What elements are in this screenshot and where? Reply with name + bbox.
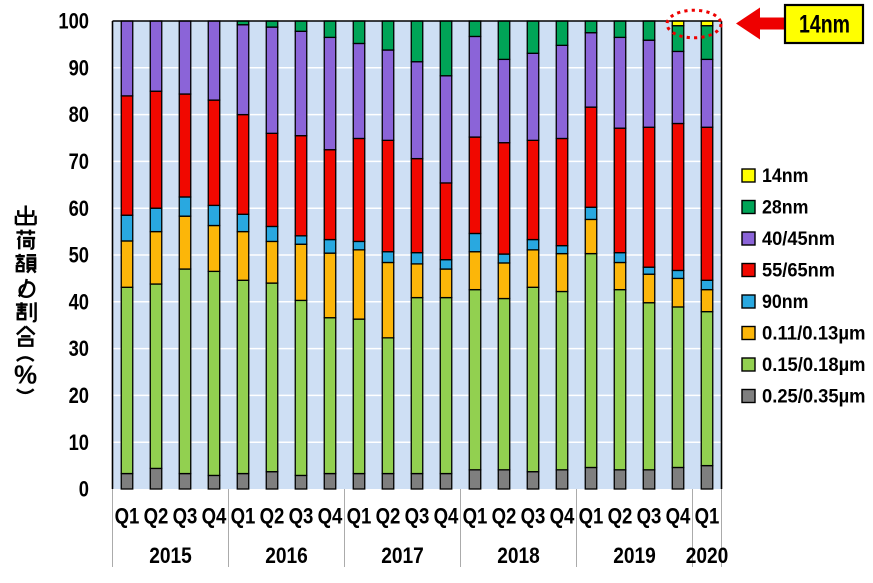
svg-text:2018: 2018 xyxy=(497,543,540,568)
svg-text:80: 80 xyxy=(69,102,89,127)
svg-text:28nm: 28nm xyxy=(762,197,809,219)
svg-text:Q2: Q2 xyxy=(608,504,633,529)
svg-text:2020: 2020 xyxy=(686,543,729,568)
svg-text:0.25/0.35µm: 0.25/0.35µm xyxy=(762,386,866,408)
svg-text:2017: 2017 xyxy=(381,543,424,568)
svg-text:90: 90 xyxy=(69,55,89,80)
svg-text:Q1: Q1 xyxy=(579,504,604,529)
svg-text:Q1: Q1 xyxy=(695,504,720,529)
svg-text:Q2: Q2 xyxy=(492,504,517,529)
svg-text:Q2: Q2 xyxy=(144,504,169,529)
svg-text:Q1: Q1 xyxy=(115,504,140,529)
svg-text:2019: 2019 xyxy=(613,543,656,568)
svg-text:Q4: Q4 xyxy=(550,504,575,529)
svg-text:2016: 2016 xyxy=(265,543,308,568)
svg-text:Q2: Q2 xyxy=(260,504,285,529)
svg-text:70: 70 xyxy=(69,149,89,174)
svg-text:Q2: Q2 xyxy=(376,504,401,529)
svg-text:0.15/0.18µm: 0.15/0.18µm xyxy=(762,354,866,376)
svg-text:90nm: 90nm xyxy=(762,291,809,313)
svg-text:60: 60 xyxy=(69,196,89,221)
svg-text:Q3: Q3 xyxy=(173,504,198,529)
svg-text:20: 20 xyxy=(69,383,89,408)
svg-text:0: 0 xyxy=(79,477,89,502)
svg-text:Q3: Q3 xyxy=(637,504,662,529)
svg-text:14nm: 14nm xyxy=(762,165,809,187)
svg-text:50: 50 xyxy=(69,243,89,268)
svg-text:Q4: Q4 xyxy=(318,504,343,529)
svg-text:0.11/0.13µm: 0.11/0.13µm xyxy=(762,323,866,345)
svg-text:Q4: Q4 xyxy=(202,504,227,529)
svg-text:Q4: Q4 xyxy=(666,504,691,529)
svg-text:Q1: Q1 xyxy=(463,504,488,529)
svg-text:Q3: Q3 xyxy=(521,504,546,529)
svg-text:100: 100 xyxy=(58,9,89,34)
svg-text:14nm: 14nm xyxy=(799,10,850,38)
svg-text:40/45nm: 40/45nm xyxy=(762,228,835,250)
svg-text:Q1: Q1 xyxy=(231,504,256,529)
svg-text:Q1: Q1 xyxy=(347,504,372,529)
svg-text:55/65nm: 55/65nm xyxy=(762,260,835,282)
svg-text:Q4: Q4 xyxy=(434,504,459,529)
svg-text:30: 30 xyxy=(69,336,89,361)
svg-text:2015: 2015 xyxy=(149,543,192,568)
svg-text:Q3: Q3 xyxy=(405,504,430,529)
svg-text:Q3: Q3 xyxy=(289,504,314,529)
svg-text:%: % xyxy=(14,359,37,389)
svg-text:10: 10 xyxy=(69,430,89,455)
svg-text:40: 40 xyxy=(69,289,89,314)
